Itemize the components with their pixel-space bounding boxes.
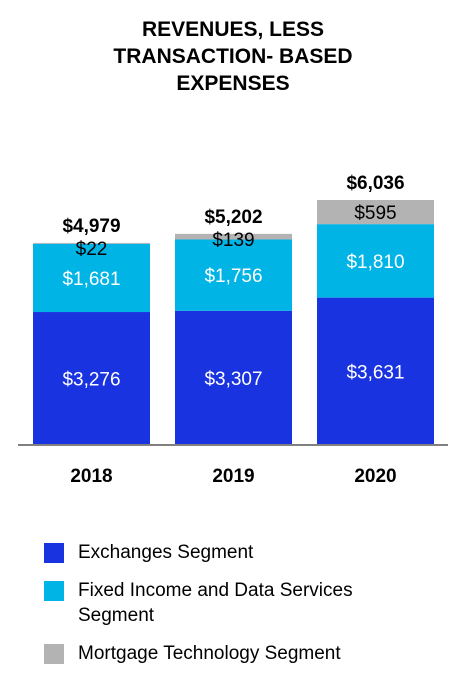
legend-label: Mortgage Technology Segment: [78, 643, 341, 664]
bar-exchanges-2019: [175, 310, 292, 445]
x-tick-label-2020: 2020: [354, 466, 396, 487]
data-label-fixed-income-2018: $1,681: [62, 269, 120, 290]
chart-legend: Exchanges Segment Fixed Income and Data …: [44, 540, 454, 679]
chart-title-line: EXPENSES: [176, 72, 290, 95]
legend-label: Segment: [78, 605, 155, 626]
x-tick-label-2019: 2019: [212, 466, 254, 487]
bar-exchanges-2018: [33, 312, 150, 445]
bar-fixed-income-2019: [175, 239, 292, 311]
legend-swatch-fixed-income: [44, 581, 64, 601]
legend-item: Mortgage Technology Segment: [44, 641, 454, 666]
x-tick-label-2018: 2018: [70, 466, 112, 487]
total-label-2020: $6,036: [346, 173, 404, 194]
legend-swatch-exchanges: [44, 543, 64, 563]
legend-swatch-mortgage: [44, 644, 64, 664]
data-label-fixed-income-2019: $1,756: [204, 266, 262, 287]
bars-layer: [33, 200, 434, 445]
total-label-2018: $4,979: [62, 216, 120, 237]
bar-mortgage-2020: [317, 200, 434, 225]
total-label-2019: $5,202: [204, 207, 262, 228]
stacked-bar-chart: $3,276 $1,681 $22$4,979 2018 $3,307 $1,756 $13…: [18, 173, 448, 487]
chart-title-line: TRANSACTION- BASED: [113, 45, 353, 68]
data-label-fixed-income-2020: $1,810: [346, 252, 404, 273]
data-label-mortgage-2020: $595: [354, 203, 396, 224]
data-label-exchanges-2019: $3,307: [204, 369, 262, 390]
bar-fixed-income-2018: [33, 243, 150, 313]
legend-label: Fixed Income and Data Services: [78, 580, 353, 601]
data-label-mortgage-2019: $139: [212, 230, 254, 251]
bar-mortgage-2018: [33, 242, 150, 244]
labels-layer: $3,276 $1,681 $22$4,979 2018 $3,307 $1,756 $13…: [62, 173, 404, 487]
legend-label: Exchanges Segment: [78, 542, 254, 563]
data-label-exchanges-2018: $3,276: [62, 370, 120, 391]
legend-item: Fixed Income and Data Services Segment: [44, 578, 454, 628]
bar-mortgage-2019: [175, 233, 292, 240]
legend-item: Exchanges Segment: [44, 540, 454, 565]
data-label-mortgage-2018: $22: [76, 239, 108, 260]
data-label-exchanges-2020: $3,631: [346, 362, 404, 383]
chart-title: REVENUES, LESS TRANSACTION- BASED EXPENS…: [0, 16, 466, 97]
bar-exchanges-2020: [317, 297, 434, 445]
bar-fixed-income-2020: [317, 224, 434, 298]
chart-title-line: REVENUES, LESS: [141, 18, 325, 41]
